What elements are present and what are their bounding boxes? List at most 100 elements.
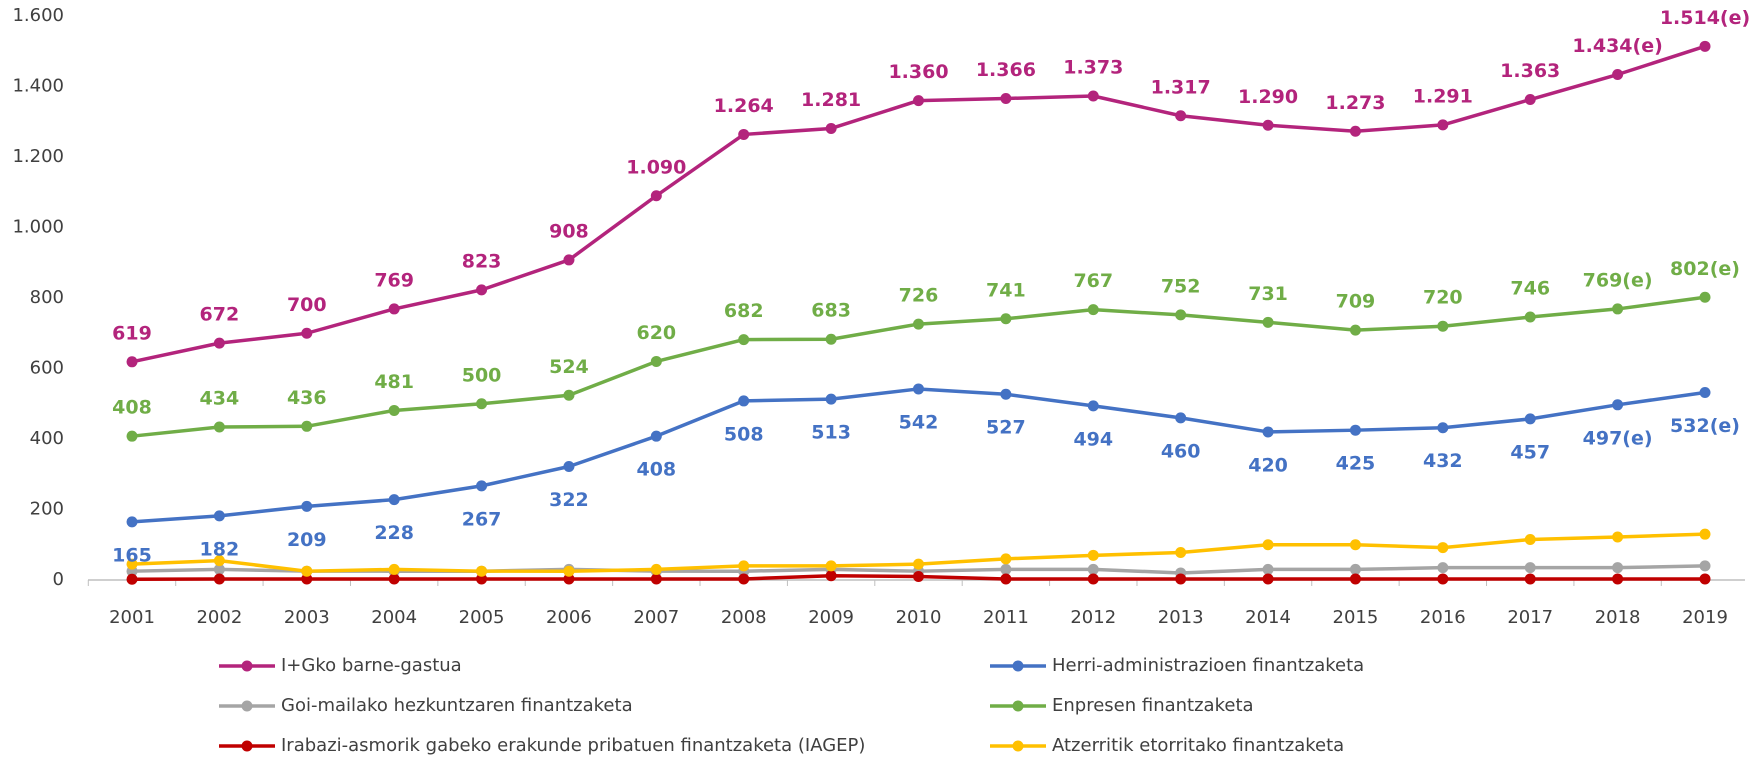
x-tick-label: 2014	[1245, 607, 1291, 628]
series-marker	[301, 565, 313, 577]
series-marker	[213, 421, 225, 433]
series-marker	[213, 555, 225, 567]
y-tick-label: 800	[30, 287, 64, 308]
data-label: 457	[1510, 441, 1550, 463]
series-marker	[1087, 573, 1099, 585]
series-marker	[1175, 309, 1187, 321]
data-label: 769(e)	[1583, 269, 1653, 291]
series-marker	[1437, 320, 1449, 332]
x-tick-label: 2012	[1070, 607, 1116, 628]
data-label: 620	[636, 322, 676, 344]
series-marker	[1000, 563, 1012, 575]
series-marker	[1437, 119, 1449, 131]
data-label: 322	[549, 489, 589, 511]
data-label: 802(e)	[1670, 258, 1740, 280]
series-marker	[388, 563, 400, 575]
data-label: 726	[899, 285, 939, 307]
series-marker	[1175, 110, 1187, 122]
series-marker	[563, 460, 575, 472]
series-marker	[126, 516, 138, 528]
data-label: 408	[636, 459, 676, 481]
data-label: 425	[1336, 453, 1376, 475]
series-marker	[563, 565, 575, 577]
series-line	[131, 387, 1706, 524]
series-marker	[825, 570, 837, 582]
data-label: 436	[287, 387, 327, 409]
legend-label: Irabazi-asmorik gabeko erakunde pribatue…	[281, 735, 865, 756]
series-marker	[1262, 563, 1274, 575]
series-marker	[476, 573, 488, 585]
y-tick-label: 0	[53, 569, 64, 590]
series-marker	[1087, 400, 1099, 412]
series-marker	[213, 563, 225, 575]
series-marker	[126, 430, 138, 442]
data-label: 767	[1073, 270, 1113, 292]
data-label: 1.291	[1413, 85, 1473, 107]
legend-marker	[1012, 700, 1024, 712]
data-label: 769	[374, 269, 414, 291]
series-marker	[1612, 399, 1624, 411]
series-marker	[650, 355, 662, 367]
series-marker	[1699, 573, 1711, 585]
data-label: 513	[811, 422, 851, 444]
series-marker	[1524, 311, 1536, 323]
y-tick-label: 200	[30, 499, 64, 520]
series-marker	[1349, 324, 1361, 336]
data-label: 1.360	[888, 61, 948, 83]
data-label: 720	[1423, 287, 1463, 309]
y-tick-label: 1.400	[12, 76, 64, 97]
data-label: 460	[1161, 440, 1201, 462]
legend-marker	[241, 740, 253, 752]
legend-marker	[241, 700, 253, 712]
series-marker	[1175, 412, 1187, 424]
series-marker	[1612, 562, 1624, 574]
data-label: 508	[724, 423, 764, 445]
legend-label: Enpresen finantzaketa	[1052, 695, 1254, 716]
data-label: 1.290	[1238, 86, 1298, 108]
series-marker	[1524, 562, 1536, 574]
data-label: 165	[112, 544, 152, 566]
series-marker	[1437, 562, 1449, 574]
series-marker	[825, 560, 837, 572]
x-tick-label: 2010	[896, 607, 942, 628]
series-marker	[913, 558, 924, 570]
series-marker	[1000, 313, 1012, 325]
data-label: 1.273	[1325, 92, 1385, 114]
series-marker	[1349, 424, 1361, 436]
y-tick-label: 1.200	[12, 146, 64, 167]
data-label: 1.363	[1500, 60, 1560, 82]
series-marker	[388, 404, 400, 416]
x-tick-label: 2007	[633, 607, 679, 628]
y-tick-label: 400	[30, 428, 64, 449]
series-marker	[388, 303, 400, 315]
series-marker	[301, 573, 313, 585]
data-label: 1.317	[1151, 76, 1211, 98]
x-tick-label: 2001	[109, 607, 155, 628]
series-marker	[650, 190, 662, 202]
x-tick-label: 2015	[1333, 607, 1379, 628]
series-marker	[1612, 573, 1624, 585]
series-marker	[126, 558, 138, 570]
series-marker	[650, 430, 662, 442]
data-label: 908	[549, 220, 589, 242]
data-label: 1.514(e)	[1660, 7, 1750, 29]
series-marker	[1437, 422, 1449, 434]
x-tick-label: 2019	[1682, 607, 1728, 628]
legend-label: Herri-administrazioen finantzaketa	[1052, 655, 1364, 676]
data-label: 746	[1510, 278, 1550, 300]
series-marker	[301, 327, 313, 339]
x-tick-label: 2005	[459, 607, 505, 628]
data-label: 420	[1248, 454, 1288, 476]
series-marker	[1612, 69, 1624, 81]
series-marker	[1087, 90, 1099, 102]
data-label: 741	[986, 279, 1026, 301]
data-label: 542	[899, 411, 939, 433]
series-marker	[476, 565, 488, 577]
data-label: 182	[200, 538, 240, 560]
data-label: 209	[287, 529, 327, 551]
series-marker	[1349, 573, 1361, 585]
series-marker	[1349, 125, 1361, 137]
data-label: 527	[986, 417, 1026, 439]
legend-label: I+Gko barne-gastua	[281, 655, 462, 676]
data-label: 500	[462, 364, 502, 386]
